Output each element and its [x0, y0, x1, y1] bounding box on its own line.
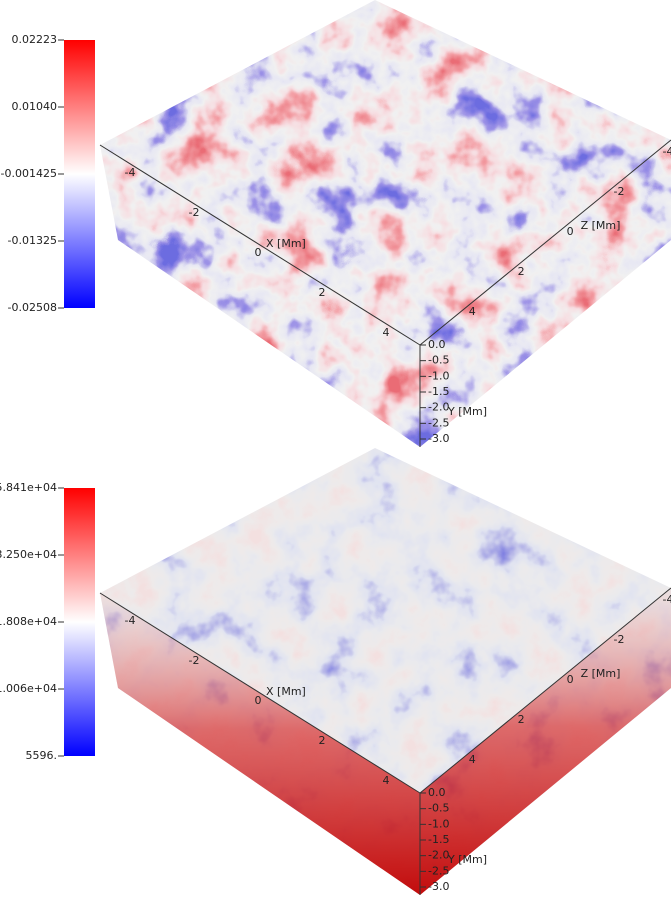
x-axis-label: X [Mm] [266, 685, 306, 698]
colorbar-label: 1.808e+04 [0, 615, 57, 628]
z-tick-label: 2 [518, 713, 525, 726]
x-tick-label: -2 [189, 654, 200, 667]
z-tick-label: 4 [469, 305, 476, 318]
x-tick-label: 2 [319, 286, 326, 299]
y-tick-label: -0.5 [428, 354, 449, 367]
y-tick-label: -1.0 [428, 369, 449, 382]
x-tick-label: -4 [125, 614, 136, 627]
z-axis-label: Z [Mm] [581, 219, 621, 232]
y-tick-label: -2.5 [428, 864, 449, 877]
z-tick-label: 4 [469, 753, 476, 766]
y-tick-label: -2.0 [428, 849, 449, 862]
z-tick-label: -2 [614, 633, 625, 646]
colorbar-label: 3.250e+04 [0, 548, 57, 561]
z-tick-label: 0 [567, 225, 574, 238]
x-tick-label: 0 [255, 694, 262, 707]
y-tick-label: 0.0 [428, 338, 446, 351]
y-tick-label: -1.5 [428, 833, 449, 846]
z-tick-label: 0 [567, 673, 574, 686]
colorbar-label: 5596. [26, 749, 58, 762]
panel: 0.02223 0.01040 -0.001425 -0.01325 -0.02508 -… [1, 0, 671, 447]
z-tick-label: -2 [614, 185, 625, 198]
panel: 5.841e+04 3.250e+04 1.808e+04 1.006e+04 5596… [0, 448, 671, 895]
z-tick-label: 2 [518, 265, 525, 278]
x-axis-label: X [Mm] [266, 237, 306, 250]
x-tick-label: 2 [319, 734, 326, 747]
x-tick-label: 4 [383, 326, 390, 339]
y-tick-label: -2.5 [428, 416, 449, 429]
z-tick-label: -4 [662, 145, 671, 158]
colorbar-label: -0.001425 [1, 167, 57, 180]
y-axis-label: Y [Mm] [447, 853, 487, 866]
x-tick-label: 4 [383, 774, 390, 787]
y-tick-label: 0.0 [428, 786, 446, 799]
x-tick-label: 0 [255, 246, 262, 259]
colorbar-label: -0.01325 [8, 234, 57, 247]
z-axis-label: Z [Mm] [581, 667, 621, 680]
y-tick-label: -3.0 [428, 432, 449, 445]
figure: 0.02223 0.01040 -0.001425 -0.01325 -0.02508 -… [0, 0, 671, 899]
y-axis-label: Y [Mm] [447, 405, 487, 418]
colorbar [64, 488, 95, 756]
y-tick-label: -3.0 [428, 880, 449, 893]
colorbar-label: 0.01040 [12, 100, 58, 113]
y-tick-label: -1.0 [428, 817, 449, 830]
x-tick-label: -2 [189, 206, 200, 219]
colorbar-label: 1.006e+04 [0, 682, 57, 695]
colorbar-label: 5.841e+04 [0, 481, 57, 494]
colorbar-label: -0.02508 [8, 301, 57, 314]
x-tick-label: -4 [125, 166, 136, 179]
y-tick-label: -1.5 [428, 385, 449, 398]
y-tick-label: -0.5 [428, 802, 449, 815]
colorbar-label: 0.02223 [12, 33, 58, 46]
y-tick-label: -2.0 [428, 401, 449, 414]
page: {"panels": [ {"colorbar": {"labels": ["0… [0, 0, 671, 899]
z-tick-label: -4 [662, 593, 671, 606]
colorbar [64, 40, 95, 308]
